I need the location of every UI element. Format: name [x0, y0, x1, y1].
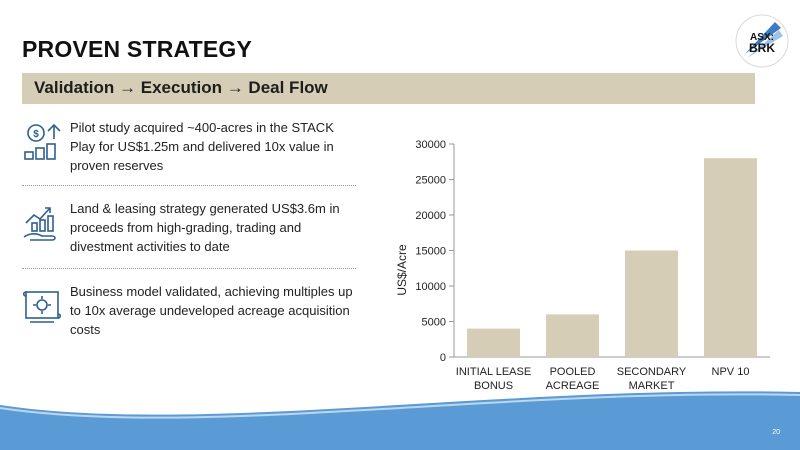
y-tick-label: 30000	[415, 139, 446, 151]
hand-growth-chart-icon	[23, 207, 56, 241]
y-tick-label: 0	[440, 352, 446, 364]
banner-text: Validation → Execution → Deal Flow	[34, 78, 328, 97]
bar-1	[546, 314, 599, 357]
bar-0	[467, 328, 520, 357]
logo-line2: BRK	[749, 41, 775, 55]
logo-line1: ASX:	[750, 32, 774, 43]
divider-1	[22, 185, 356, 186]
y-tick-label: 15000	[415, 246, 446, 258]
page-title: PROVEN STRATEGY	[22, 36, 253, 62]
svg-text:$: $	[33, 129, 39, 140]
bullet-text-3: Business model validated, achieving mult…	[70, 284, 353, 337]
bullet-text-1: Pilot study acquired ~400-acres in the S…	[70, 120, 334, 173]
bullet-text-2: Land & leasing strategy generated US$3.6…	[70, 201, 340, 254]
section-banner: Validation → Execution → Deal Flow	[22, 73, 755, 104]
asx-brk-logo: ASX: BRK	[735, 14, 789, 68]
footer-wave	[0, 391, 800, 450]
money-growth-icon: $	[24, 123, 61, 160]
page-number: 20	[772, 429, 780, 436]
bar-2	[625, 250, 678, 357]
y-tick-label: 25000	[415, 175, 446, 187]
y-axis-label: US$/Acre	[395, 244, 409, 296]
blueprint-gear-icon	[22, 291, 62, 323]
bar-3	[704, 158, 757, 357]
bar-chart: 0 5000 10000 15000 20000 25000 30000 INITIAL L…	[395, 139, 770, 392]
y-tick-label: 20000	[415, 210, 446, 222]
y-tick-label: 5000	[422, 317, 446, 329]
x-tick-label-0: INITIAL LEASE BONUS	[456, 366, 531, 392]
x-tick-label-3: NPV 10	[712, 366, 750, 378]
y-tick-label: 10000	[415, 281, 446, 293]
divider-2	[22, 268, 356, 269]
x-tick-label-1: POOLED ACREAGE	[546, 366, 600, 392]
x-tick-label-2: SECONDARY MARKET	[617, 366, 687, 392]
